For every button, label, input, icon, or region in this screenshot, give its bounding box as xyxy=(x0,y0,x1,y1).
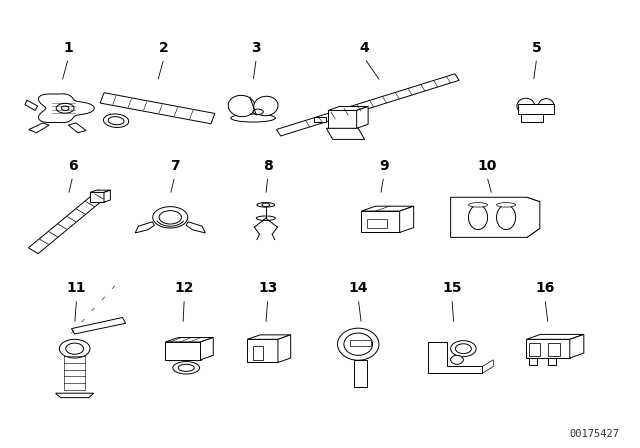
Polygon shape xyxy=(25,100,38,111)
Polygon shape xyxy=(521,114,543,121)
Polygon shape xyxy=(362,206,413,211)
Ellipse shape xyxy=(257,202,275,207)
Ellipse shape xyxy=(456,344,471,353)
Polygon shape xyxy=(548,358,556,365)
Polygon shape xyxy=(276,74,459,136)
Polygon shape xyxy=(166,337,213,342)
Ellipse shape xyxy=(60,339,90,358)
Polygon shape xyxy=(350,340,371,346)
Text: 6: 6 xyxy=(68,159,77,173)
FancyBboxPatch shape xyxy=(548,343,559,356)
Ellipse shape xyxy=(497,202,516,207)
Text: 00175427: 00175427 xyxy=(570,429,620,439)
Ellipse shape xyxy=(178,364,194,371)
Ellipse shape xyxy=(153,207,188,228)
Polygon shape xyxy=(72,318,125,334)
Polygon shape xyxy=(247,335,291,339)
Polygon shape xyxy=(166,342,200,360)
Polygon shape xyxy=(247,339,278,362)
Ellipse shape xyxy=(344,333,372,355)
Polygon shape xyxy=(328,107,368,111)
Text: 15: 15 xyxy=(442,281,461,295)
Ellipse shape xyxy=(253,109,263,115)
Polygon shape xyxy=(428,342,483,373)
FancyBboxPatch shape xyxy=(253,346,263,360)
Polygon shape xyxy=(90,192,104,202)
Ellipse shape xyxy=(538,99,554,113)
Ellipse shape xyxy=(61,106,69,111)
Polygon shape xyxy=(38,94,95,123)
Ellipse shape xyxy=(253,96,278,116)
Text: 13: 13 xyxy=(258,281,277,295)
Ellipse shape xyxy=(159,211,181,224)
Ellipse shape xyxy=(228,95,255,116)
Polygon shape xyxy=(527,334,584,339)
Circle shape xyxy=(451,355,463,364)
FancyBboxPatch shape xyxy=(367,219,387,228)
Polygon shape xyxy=(527,339,570,358)
Polygon shape xyxy=(328,111,356,128)
Polygon shape xyxy=(483,360,493,373)
Ellipse shape xyxy=(66,343,84,354)
Polygon shape xyxy=(518,104,554,114)
Polygon shape xyxy=(135,222,154,233)
Polygon shape xyxy=(100,93,215,124)
FancyBboxPatch shape xyxy=(529,343,540,356)
Text: 10: 10 xyxy=(477,159,497,173)
Ellipse shape xyxy=(256,216,275,220)
Polygon shape xyxy=(29,123,49,133)
Polygon shape xyxy=(186,222,205,233)
Text: 7: 7 xyxy=(170,159,180,173)
Text: 9: 9 xyxy=(379,159,388,173)
Ellipse shape xyxy=(108,116,124,125)
Polygon shape xyxy=(90,190,110,192)
Ellipse shape xyxy=(337,328,379,360)
Polygon shape xyxy=(354,360,367,387)
Polygon shape xyxy=(278,335,291,362)
Polygon shape xyxy=(399,206,413,233)
Ellipse shape xyxy=(468,202,488,207)
Ellipse shape xyxy=(56,103,74,113)
Polygon shape xyxy=(326,128,365,139)
Polygon shape xyxy=(200,337,213,360)
Polygon shape xyxy=(68,123,86,133)
Ellipse shape xyxy=(104,114,129,128)
Ellipse shape xyxy=(451,340,476,357)
Text: 1: 1 xyxy=(63,41,73,55)
Ellipse shape xyxy=(468,205,488,229)
Polygon shape xyxy=(362,211,399,233)
Ellipse shape xyxy=(497,205,516,229)
Text: 12: 12 xyxy=(175,281,194,295)
Polygon shape xyxy=(28,190,108,254)
Ellipse shape xyxy=(262,203,269,207)
Polygon shape xyxy=(451,197,540,237)
Text: 8: 8 xyxy=(263,159,273,173)
Text: 5: 5 xyxy=(532,41,541,55)
Text: 3: 3 xyxy=(252,41,261,55)
Polygon shape xyxy=(356,107,368,128)
Polygon shape xyxy=(570,334,584,358)
Ellipse shape xyxy=(517,98,535,114)
Text: 4: 4 xyxy=(360,41,369,55)
Text: 16: 16 xyxy=(535,281,555,295)
Text: 2: 2 xyxy=(159,41,169,55)
Polygon shape xyxy=(104,190,110,202)
Ellipse shape xyxy=(173,362,200,374)
Polygon shape xyxy=(56,393,94,398)
Text: 11: 11 xyxy=(67,281,86,295)
Text: 14: 14 xyxy=(349,281,368,295)
Polygon shape xyxy=(529,358,537,365)
Polygon shape xyxy=(314,117,326,121)
Ellipse shape xyxy=(231,114,275,122)
